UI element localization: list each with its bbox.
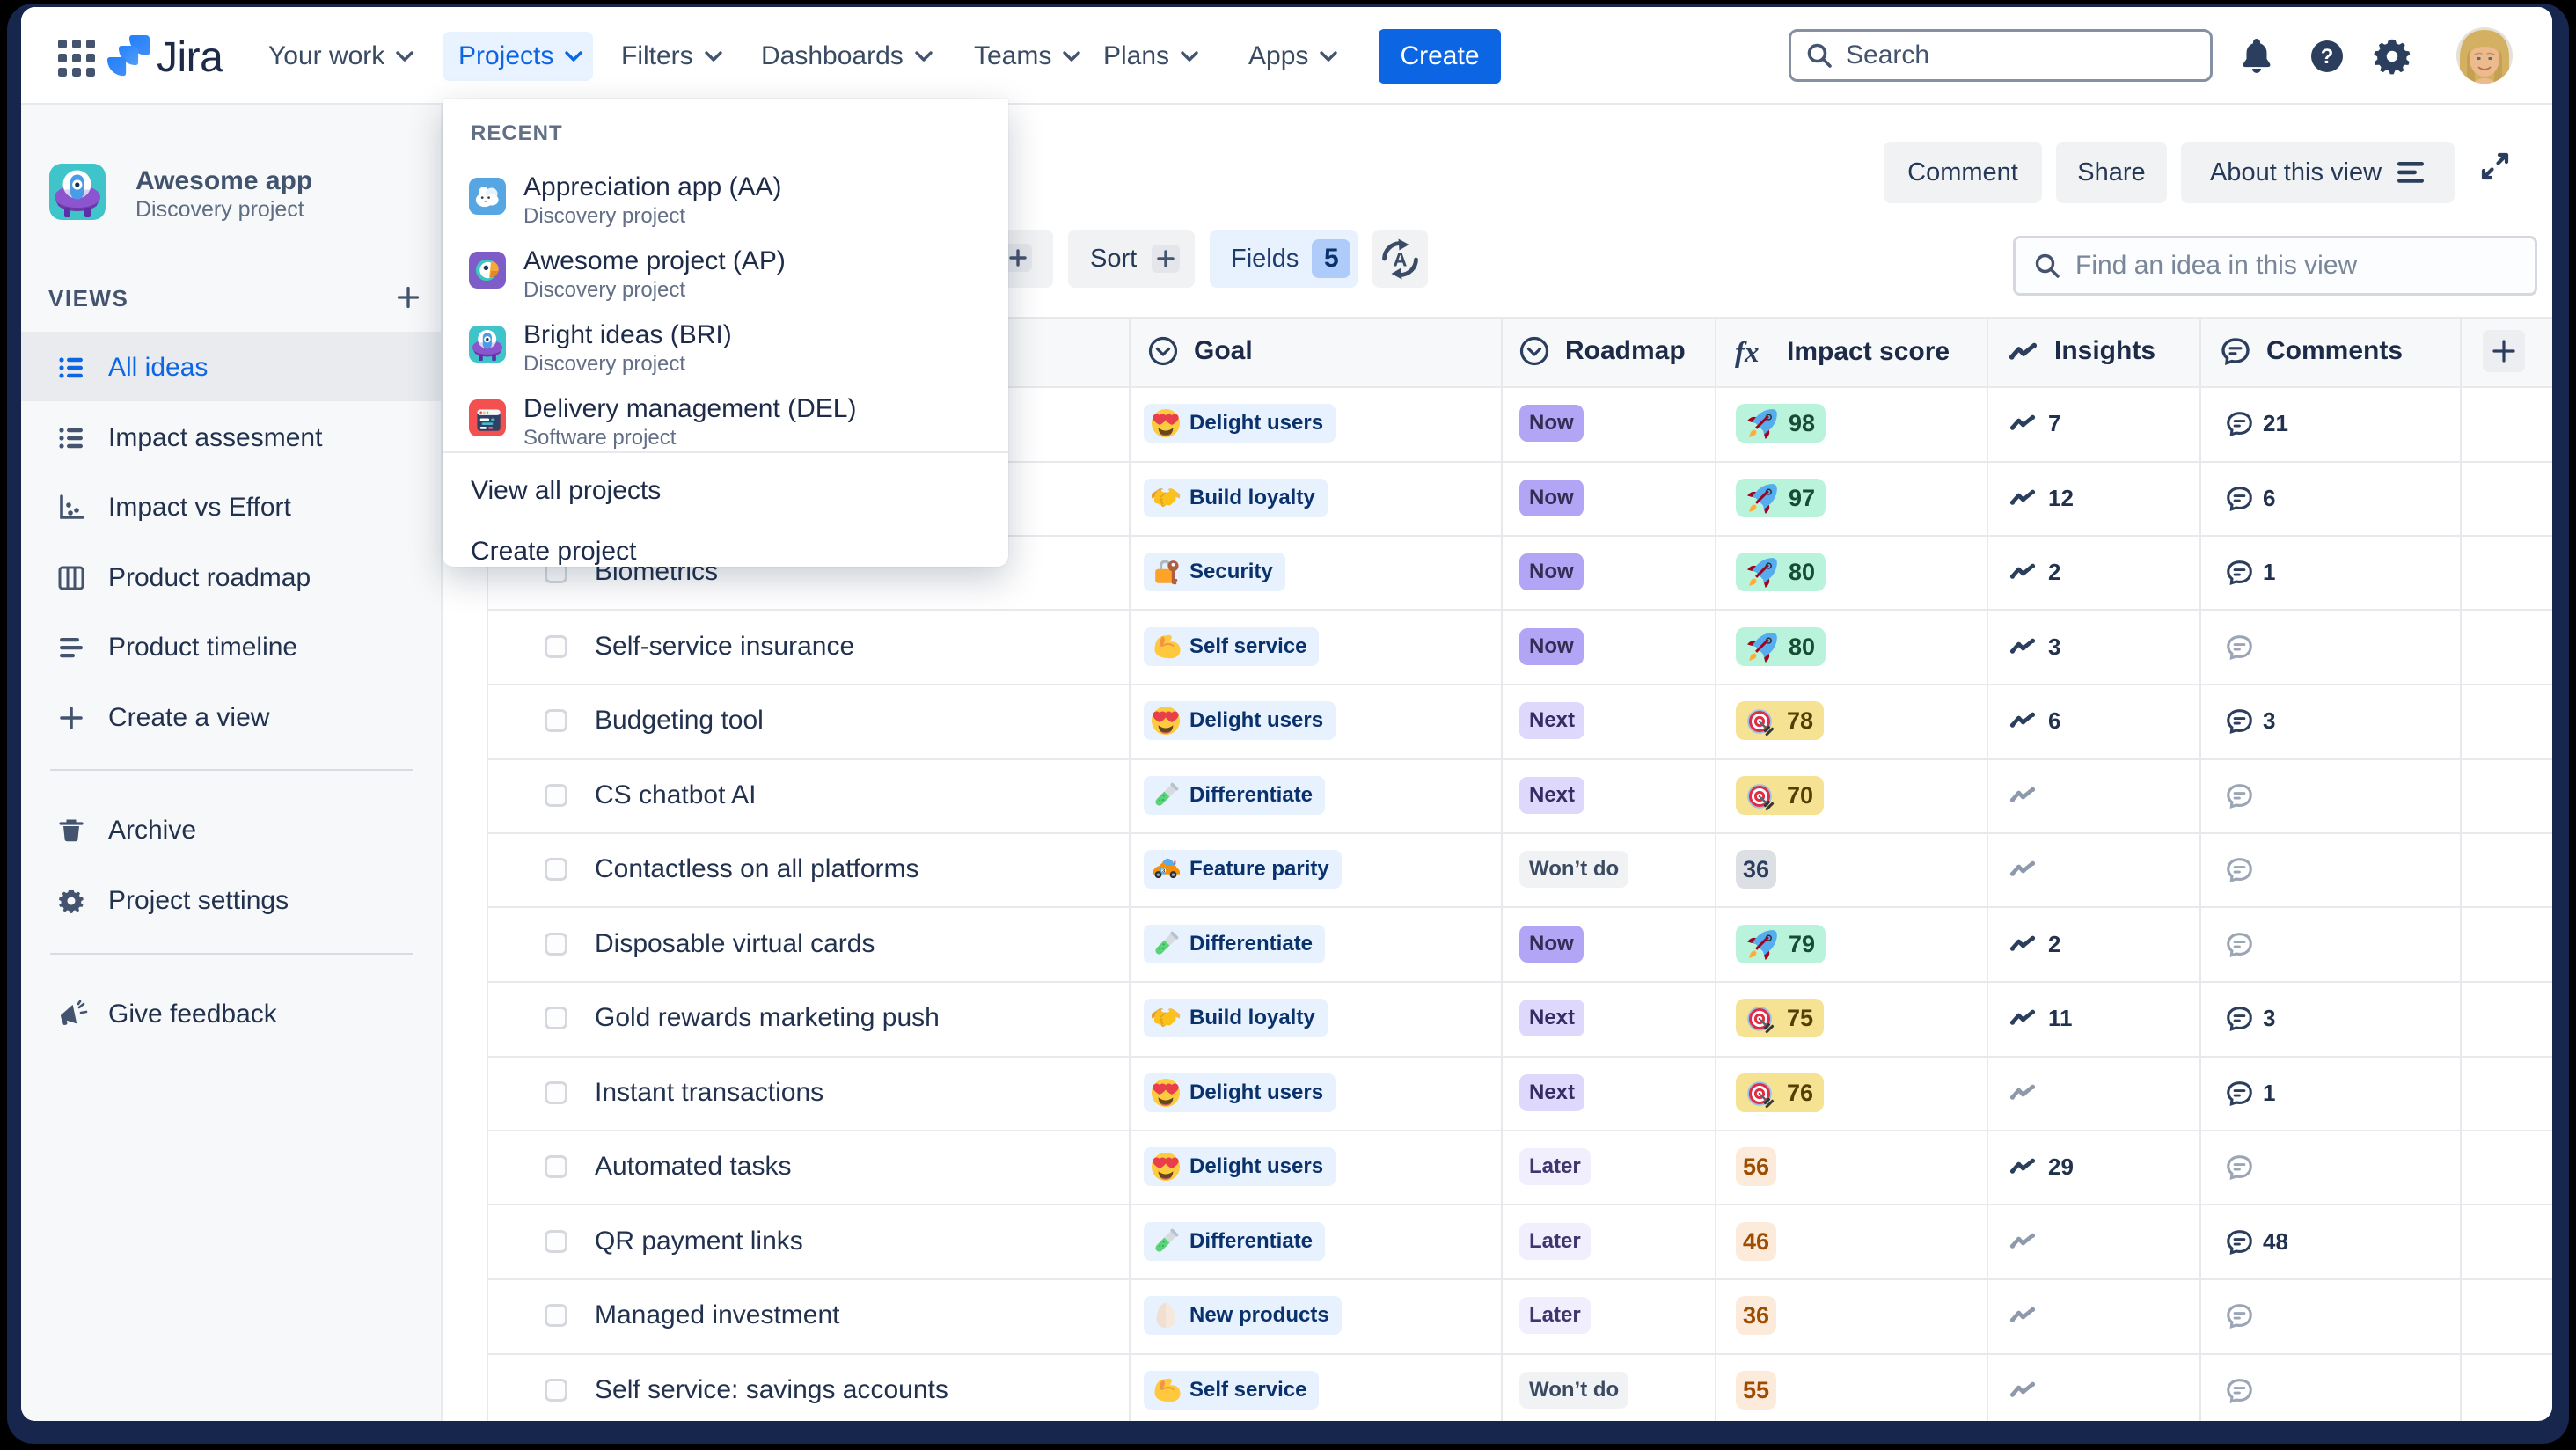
svg-text:3: 3: [1162, 868, 1165, 874]
svg-text:fx: fx: [1735, 337, 1760, 368]
svg-text:?: ?: [2321, 45, 2334, 69]
svg-text:A: A: [1394, 248, 1408, 270]
